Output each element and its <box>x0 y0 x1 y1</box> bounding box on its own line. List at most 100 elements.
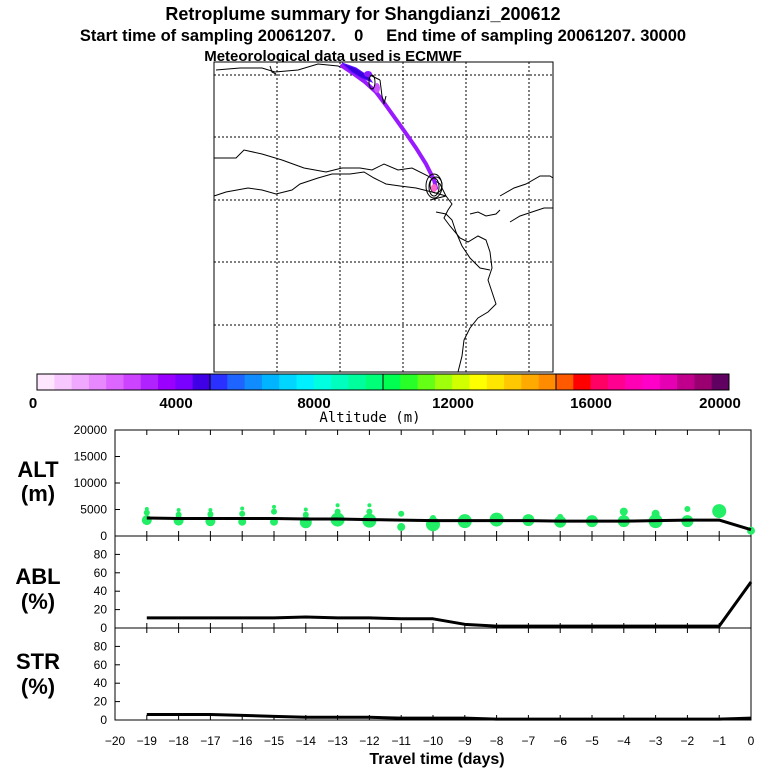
colorbar-swatch-8 <box>175 374 194 390</box>
str-label-1: STR <box>16 649 60 674</box>
colorbar-swatch-24 <box>452 374 470 390</box>
alt-point <box>176 508 181 513</box>
colorbar-swatch-0 <box>37 374 55 390</box>
colorbar-swatch-33 <box>607 374 626 390</box>
abl-ytick-label: 40 <box>94 584 108 598</box>
alt-point <box>143 509 150 516</box>
colorbar-swatch-4 <box>106 374 124 390</box>
colorbar-swatch-13 <box>261 374 280 390</box>
x-tick-label: −4 <box>617 734 631 748</box>
time-series-plots: 0 5000 10000 15000 20000 0 20 40 60 80 0 20 40 60 80 −2… <box>74 423 755 748</box>
alt-point <box>207 511 214 518</box>
x-tick-label: −5 <box>585 734 599 748</box>
alt-ytick-label: 15000 <box>74 450 108 464</box>
abl-ytick-label: 20 <box>94 603 108 617</box>
str-ytick-label: 40 <box>94 676 108 690</box>
colorbar-swatch-32 <box>590 374 609 390</box>
str-ytick-label: 0 <box>100 713 107 727</box>
x-tick-label: 0 <box>748 734 755 748</box>
trajectory-path <box>340 64 438 190</box>
alt-point <box>366 508 373 515</box>
colorbar-swatch-39 <box>711 374 730 390</box>
x-tick-label: −18 <box>168 734 189 748</box>
str-label-2: (%) <box>21 674 55 699</box>
str-ytick-label: 80 <box>94 639 108 653</box>
colorbar-swatch-9 <box>192 374 211 390</box>
colorbar-swatch-28 <box>521 374 540 390</box>
x-tick-label: −10 <box>423 734 444 748</box>
trajectory-origin-cluster <box>341 62 374 84</box>
colorbar-swatch-20 <box>383 374 401 390</box>
alt-point <box>240 506 245 511</box>
alt-point <box>302 511 309 518</box>
colorbar-swatch-2 <box>71 374 90 390</box>
colorbar-swatch-14 <box>279 374 297 390</box>
x-tick-label: −7 <box>522 734 536 748</box>
abl-series-line <box>146 581 753 628</box>
str-panel: 0 20 40 60 80 <box>94 628 752 727</box>
colorbar-swatch-15 <box>296 374 315 390</box>
abl-ytick-label: 0 <box>100 621 107 635</box>
colorbar-swatch-10 <box>210 374 228 390</box>
alt-series-line <box>146 516 752 532</box>
figure-title: Retroplume summary for Shangdianzi_20061… <box>165 4 560 24</box>
trajectory-blob-pink <box>374 83 380 93</box>
map-gridlines <box>214 62 553 372</box>
abl-panel-frame <box>114 535 752 629</box>
str-ytick-label: 60 <box>94 658 108 672</box>
x-tick-label: −9 <box>458 734 472 748</box>
trajectory-map <box>213 61 554 373</box>
x-tick-label: −1 <box>712 734 726 748</box>
colorbar-swatch-27 <box>504 374 522 390</box>
alt-panel: 0 5000 10000 15000 20000 <box>74 423 755 543</box>
str-series-line <box>146 712 752 721</box>
abl-ytick-label: 60 <box>94 566 108 580</box>
abl-panel: 0 20 40 60 80 <box>94 536 753 635</box>
abl-label-2: (%) <box>21 589 55 614</box>
cb-tick-20000: 20000 <box>699 395 741 412</box>
release-contours <box>368 74 443 199</box>
alt-ytick-label: 0 <box>100 529 107 543</box>
colorbar-swatch-7 <box>158 374 176 390</box>
x-tick-label: −17 <box>200 734 221 748</box>
alt-point <box>619 507 628 516</box>
cb-tick-4000: 4000 <box>159 395 192 412</box>
alt-point <box>239 510 246 517</box>
x-tick-label: −3 <box>649 734 663 748</box>
alt-point <box>271 508 277 515</box>
colorbar-swatch-5 <box>123 374 142 390</box>
colorbar-swatch-35 <box>642 374 661 390</box>
colorbar-swatch-17 <box>331 374 349 390</box>
colorbar-swatch-29 <box>538 374 557 390</box>
colorbar-swatch-3 <box>88 374 107 390</box>
x-tick-label: −11 <box>391 734 411 748</box>
colorbar-swatch-18 <box>348 374 367 390</box>
alt-point <box>272 504 276 509</box>
colorbar-swatch-36 <box>659 374 678 390</box>
map-frame <box>213 61 554 373</box>
x-tick-label: −14 <box>296 734 317 748</box>
colorbar-swatch-21 <box>400 374 419 390</box>
x-tick-label: −15 <box>264 734 285 748</box>
x-tick-label: −12 <box>359 734 380 748</box>
colorbar-label: Altitude (m) <box>319 410 420 426</box>
colorbar-swatch-31 <box>573 374 592 390</box>
met-data-label: Meteorological data used is ECMWF <box>204 48 462 65</box>
altitude-colorbar <box>36 374 730 390</box>
colorbar-swatch-16 <box>313 374 332 390</box>
alt-point <box>398 510 405 517</box>
abl-label-1: ABL <box>15 564 60 589</box>
alt-point <box>367 503 372 508</box>
colorbar-swatch-22 <box>417 374 436 390</box>
trajectory-blob <box>364 71 372 77</box>
release-point <box>431 184 437 192</box>
colorbar-swatch-30 <box>556 374 574 390</box>
colorbar-swatch-25 <box>469 374 488 390</box>
x-tick-label: −13 <box>327 734 348 748</box>
x-tick-label: −16 <box>232 734 253 748</box>
x-tick-label: −20 <box>105 734 126 748</box>
colorbar-swatch-11 <box>227 374 246 390</box>
x-tick-label: −2 <box>681 734 695 748</box>
alt-point <box>208 508 213 513</box>
cb-tick-8000: 8000 <box>297 395 330 412</box>
